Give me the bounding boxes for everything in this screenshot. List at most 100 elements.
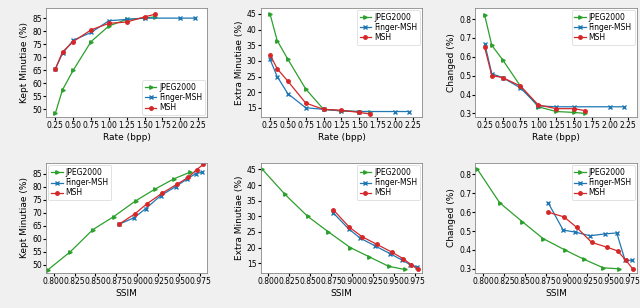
Line: JPEG2000: JPEG2000 <box>476 167 621 270</box>
MSH <box>284 79 292 83</box>
JPEG2000 <box>186 170 194 174</box>
MSH <box>266 53 274 56</box>
JPEG2000 <box>152 15 159 19</box>
X-axis label: SSIM: SSIM <box>116 289 138 298</box>
MSH <box>499 76 506 79</box>
JPEG2000 <box>141 16 148 20</box>
Finger-MSH <box>499 76 506 79</box>
Finger-MSH <box>302 106 310 110</box>
JPEG2000 <box>338 109 346 113</box>
MSH <box>159 191 166 195</box>
Line: MSH: MSH <box>332 208 420 271</box>
Legend: JPEG2000, Finger-MSH, MSH: JPEG2000, Finger-MSH, MSH <box>49 165 111 200</box>
Legend: JPEG2000, Finger-MSH, MSH: JPEG2000, Finger-MSH, MSH <box>357 10 420 45</box>
JPEG2000 <box>580 257 588 261</box>
Finger-MSH <box>371 244 379 248</box>
Finger-MSH <box>387 252 394 256</box>
JPEG2000 <box>365 255 373 259</box>
Line: JPEG2000: JPEG2000 <box>483 14 586 115</box>
MSH <box>141 15 148 19</box>
Finger-MSH <box>606 105 614 109</box>
JPEG2000 <box>401 268 408 271</box>
Legend: JPEG2000, Finger-MSH, MSH: JPEG2000, Finger-MSH, MSH <box>572 165 634 200</box>
MSH <box>200 163 207 166</box>
MSH <box>628 267 636 271</box>
JPEG2000 <box>132 199 140 203</box>
JPEG2000 <box>496 201 504 205</box>
Finger-MSH <box>177 16 184 20</box>
MSH <box>516 84 524 88</box>
MSH <box>581 109 589 112</box>
Line: Finger-MSH: Finger-MSH <box>332 211 419 269</box>
JPEG2000 <box>570 111 578 114</box>
JPEG2000 <box>170 177 178 180</box>
Finger-MSH <box>559 228 567 232</box>
Finger-MSH <box>613 231 621 235</box>
X-axis label: Rate (bpp): Rate (bpp) <box>103 133 150 142</box>
MSH <box>614 249 621 253</box>
JPEG2000 <box>534 105 542 109</box>
MSH <box>414 268 422 271</box>
Finger-MSH <box>123 18 131 21</box>
JPEG2000 <box>473 167 481 171</box>
Finger-MSH <box>130 216 138 220</box>
JPEG2000 <box>123 18 131 21</box>
MSH <box>330 208 337 212</box>
Line: MSH: MSH <box>483 46 586 112</box>
Finger-MSH <box>544 201 552 205</box>
JPEG2000 <box>552 110 560 113</box>
Finger-MSH <box>570 105 578 109</box>
MSH <box>488 74 495 78</box>
Finger-MSH <box>586 234 594 238</box>
JPEG2000 <box>581 111 589 115</box>
Y-axis label: Changed (%): Changed (%) <box>447 188 456 247</box>
Line: JPEG2000: JPEG2000 <box>46 171 191 272</box>
MSH <box>481 46 488 49</box>
JPEG2000 <box>518 220 526 224</box>
MSH <box>355 111 363 114</box>
Finger-MSH <box>534 104 542 108</box>
JPEG2000 <box>516 84 524 88</box>
MSH <box>115 222 123 226</box>
JPEG2000 <box>59 88 67 92</box>
Line: MSH: MSH <box>117 163 205 226</box>
MSH <box>408 263 415 267</box>
JPEG2000 <box>366 110 374 113</box>
MSH <box>534 103 542 107</box>
JPEG2000 <box>304 214 312 218</box>
MSH <box>358 235 366 238</box>
JPEG2000 <box>320 107 328 111</box>
MSH <box>173 182 181 186</box>
Finger-MSH <box>141 207 149 211</box>
Finger-MSH <box>157 194 164 197</box>
Line: JPEG2000: JPEG2000 <box>260 168 406 271</box>
Finger-MSH <box>266 58 274 61</box>
Finger-MSH <box>273 75 281 78</box>
Finger-MSH <box>552 105 560 109</box>
MSH <box>123 20 131 24</box>
Line: Finger-MSH: Finger-MSH <box>483 42 626 108</box>
Finger-MSH <box>406 263 414 267</box>
JPEG2000 <box>324 230 332 234</box>
MSH <box>69 40 77 43</box>
MSH <box>570 107 578 111</box>
JPEG2000 <box>273 39 281 43</box>
Finger-MSH <box>516 86 524 90</box>
MSH <box>573 225 580 229</box>
JPEG2000 <box>67 250 74 253</box>
MSH <box>320 107 328 111</box>
Finger-MSH <box>172 185 180 188</box>
JPEG2000 <box>281 192 289 196</box>
Finger-MSH <box>338 109 346 113</box>
MSH <box>603 245 611 249</box>
Finger-MSH <box>488 72 495 75</box>
MSH <box>143 202 151 205</box>
JPEG2000 <box>69 68 77 72</box>
MSH <box>52 67 60 71</box>
X-axis label: SSIM: SSIM <box>330 289 353 298</box>
X-axis label: Rate (bpp): Rate (bpp) <box>317 133 365 142</box>
JPEG2000 <box>302 87 310 91</box>
JPEG2000 <box>385 265 392 268</box>
Finger-MSH <box>356 236 364 240</box>
JPEG2000 <box>87 40 95 43</box>
